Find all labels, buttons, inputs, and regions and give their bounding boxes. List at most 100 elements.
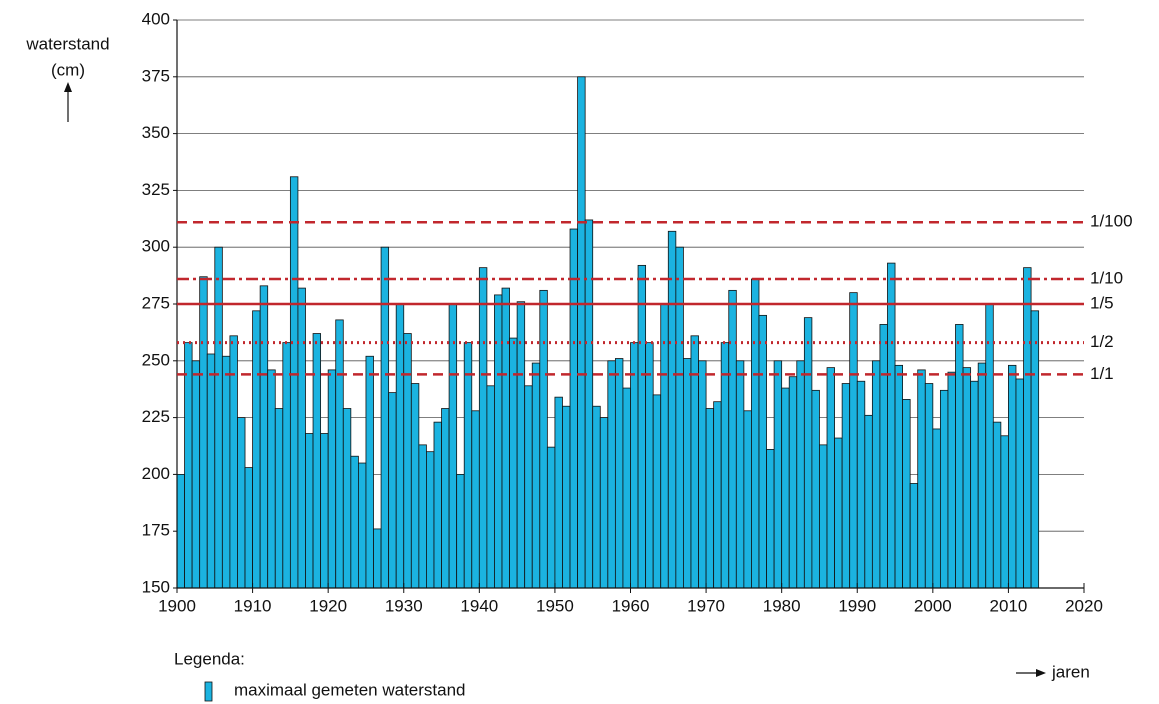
x-tick-label: 1980 [763, 596, 801, 615]
x-arrow-head [1036, 669, 1046, 677]
x-tick-label: 2010 [990, 596, 1028, 615]
bar [274, 408, 284, 589]
bar [357, 462, 367, 589]
bar [683, 358, 692, 589]
bar [297, 287, 306, 589]
x-tick-label: 2020 [1065, 596, 1103, 615]
bar [365, 355, 374, 589]
bar [924, 383, 934, 589]
x-tick-label: 2000 [914, 596, 952, 615]
bar [206, 353, 216, 589]
bar [894, 364, 904, 589]
bar [282, 342, 291, 589]
bar [652, 394, 662, 589]
bar [448, 303, 458, 589]
bar [630, 342, 639, 589]
legend-swatch [204, 681, 213, 702]
bar [1000, 435, 1009, 589]
bar [879, 324, 888, 589]
bar [584, 219, 594, 589]
bar [622, 387, 631, 589]
reference-label: 1/2 [1090, 332, 1114, 351]
bar [645, 342, 654, 589]
y-tick-label: 250 [142, 350, 170, 369]
y-tick-label: 200 [142, 464, 170, 483]
legend-label: maximaal gemeten waterstand [234, 680, 466, 699]
x-tick-label: 1940 [460, 596, 498, 615]
bar [433, 421, 442, 589]
bar [252, 310, 261, 589]
bar [478, 267, 488, 589]
bar [486, 385, 495, 589]
y-tick-label: 300 [142, 237, 170, 256]
y-tick-label: 400 [142, 9, 170, 28]
bar [335, 319, 344, 589]
bar [516, 301, 526, 589]
y-axis-label: (cm) [51, 60, 85, 79]
x-tick-label: 1960 [612, 596, 650, 615]
bar [395, 303, 405, 589]
bar [970, 380, 979, 589]
x-tick-label: 1920 [309, 596, 347, 615]
reference-label: 1/100 [1090, 212, 1133, 231]
bar [599, 417, 609, 589]
bar [849, 292, 858, 589]
bar [237, 417, 246, 589]
x-tick-label: 1900 [158, 596, 196, 615]
bar [705, 408, 715, 589]
y-tick-label: 150 [142, 577, 170, 596]
bar [788, 376, 798, 589]
bar [713, 401, 722, 589]
bar [1023, 267, 1032, 589]
bar [471, 410, 480, 589]
bar [418, 444, 427, 589]
bar [494, 294, 503, 589]
bar [410, 383, 420, 589]
bar [939, 389, 949, 589]
bar [660, 303, 669, 589]
bar [728, 289, 737, 589]
bar [758, 314, 767, 589]
y-tick-label: 225 [142, 407, 170, 426]
bar [834, 437, 843, 589]
bar [289, 176, 299, 589]
y-tick-label: 275 [142, 293, 170, 312]
bar [871, 360, 881, 589]
x-tick-label: 1970 [687, 596, 725, 615]
bar [720, 342, 730, 589]
bar [531, 362, 541, 589]
y-tick-label: 175 [142, 521, 170, 540]
reference-label: 1/5 [1090, 293, 1114, 312]
bar [796, 360, 805, 589]
bar [917, 369, 926, 589]
bar [826, 367, 835, 589]
bar [539, 289, 548, 589]
bar [350, 455, 359, 589]
bar [743, 410, 752, 589]
x-tick-label: 1930 [385, 596, 423, 615]
bar [811, 389, 820, 589]
x-axis-label: jaren [1051, 662, 1090, 681]
bar [441, 408, 450, 589]
bar [932, 428, 941, 589]
bar [864, 414, 873, 589]
bar [456, 473, 465, 589]
bar [751, 278, 760, 589]
bar [637, 264, 647, 589]
y-tick-label: 325 [142, 180, 170, 199]
bar [819, 444, 828, 589]
y-axis-label: waterstand [25, 34, 109, 53]
bar [426, 451, 435, 589]
bar [887, 262, 896, 589]
bar [569, 228, 578, 589]
bar [403, 333, 412, 589]
bar [607, 360, 616, 589]
bar [373, 528, 382, 589]
bar [841, 383, 851, 589]
bar [244, 467, 253, 589]
bar [312, 333, 322, 589]
bar [577, 76, 586, 589]
bar [388, 392, 397, 589]
bar [214, 246, 223, 589]
bar [592, 405, 601, 589]
